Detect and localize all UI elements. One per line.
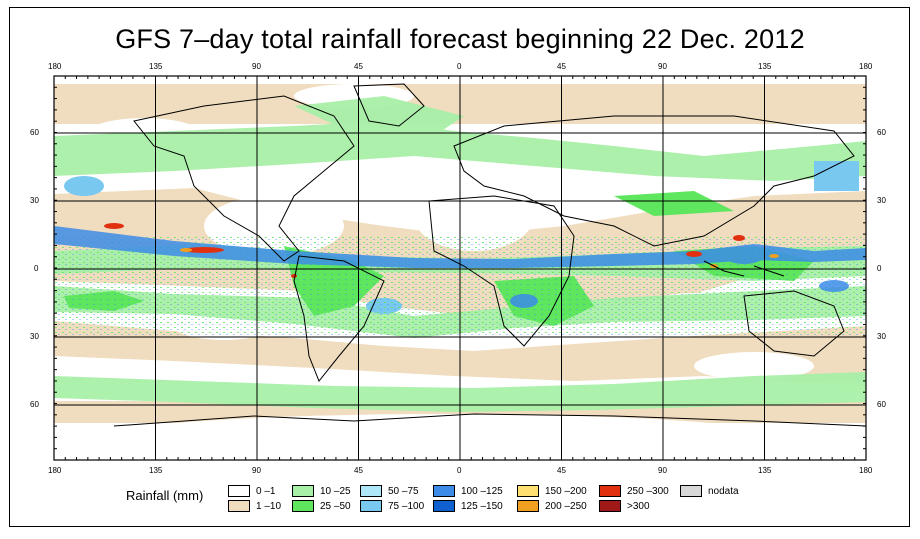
lon-label-top-180e: 180: [859, 62, 873, 71]
minor-ticks: [53, 75, 867, 461]
lat-label-left-60s: 60: [30, 400, 39, 409]
lon-label-top-180w: 180: [48, 62, 62, 71]
lon-label-top-45w: 45: [354, 62, 363, 71]
lon-label-bottom-90e: 90: [658, 466, 667, 475]
legend-item: 125 –150: [433, 499, 503, 513]
legend-label: 100 –125: [461, 485, 503, 497]
lon-label-bottom-180w: 180: [48, 466, 62, 475]
lon-label-bottom-135w: 135: [149, 466, 163, 475]
legend-label: nodata: [708, 485, 739, 497]
coastlines: [113, 83, 867, 427]
legend-label: 1 –10: [256, 500, 282, 512]
legend-label: >300: [627, 500, 650, 512]
legend-label: 125 –150: [461, 500, 503, 512]
legend-label: 10 –25: [320, 485, 351, 497]
lon-label-bottom-45w: 45: [354, 466, 363, 475]
legend-swatch: [517, 500, 539, 512]
lon-label-top-135w: 135: [149, 62, 163, 71]
lat-label-right-30n: 30: [877, 196, 886, 205]
legend-item: 25 –50: [292, 499, 351, 513]
lat-label-right-30s: 30: [877, 332, 886, 341]
lon-label-top-45e: 45: [557, 62, 566, 71]
legend-item: 100 –125: [433, 484, 503, 498]
legend-item: 75 –100: [360, 499, 424, 513]
map-canvas: [53, 75, 867, 461]
legend-label: 150 –200: [545, 485, 587, 497]
lon-label-bottom-0: 0: [457, 466, 462, 475]
lon-label-top-0: 0: [457, 62, 462, 71]
legend-swatch: [599, 500, 621, 512]
lon-label-bottom-90w: 90: [252, 466, 261, 475]
legend-swatch: [228, 485, 250, 497]
legend-label: 200 –250: [545, 500, 587, 512]
lat-label-right-60n: 60: [877, 128, 886, 137]
legend-swatch: [433, 485, 455, 497]
legend-swatch: [680, 485, 702, 497]
legend-swatch: [517, 485, 539, 497]
legend-item: 10 –25: [292, 484, 351, 498]
legend-swatch: [360, 500, 382, 512]
lon-label-bottom-135e: 135: [758, 466, 772, 475]
lon-label-top-90e: 90: [658, 62, 667, 71]
legend-swatch: [433, 500, 455, 512]
lat-label-left-30s: 30: [30, 332, 39, 341]
lat-label-left-60n: 60: [30, 128, 39, 137]
legend-label: 50 –75: [388, 485, 419, 497]
lon-label-bottom-180e: 180: [859, 466, 873, 475]
legend-item: 1 –10: [228, 499, 281, 513]
legend-swatch: [292, 500, 314, 512]
legend-label: 25 –50: [320, 500, 351, 512]
lat-label-left-0: 0: [34, 264, 39, 273]
lon-label-top-135e: 135: [758, 62, 772, 71]
lon-label-bottom-45e: 45: [557, 466, 566, 475]
legend-swatch: [599, 485, 621, 497]
rain-band-150-300: [104, 223, 745, 278]
lat-label-right-60s: 60: [877, 400, 886, 409]
lon-label-top-90w: 90: [252, 62, 261, 71]
figure-frame: [9, 7, 910, 527]
graticule: [54, 76, 866, 460]
legend-item: 50 –75: [360, 484, 419, 498]
lat-label-left-30n: 30: [30, 196, 39, 205]
legend-title: Rainfall (mm): [126, 488, 204, 503]
lat-label-right-0: 0: [877, 264, 882, 273]
legend-item: 0 –1: [228, 484, 275, 498]
map-title: GFS 7–day total rainfall forecast beginn…: [115, 24, 805, 54]
legend-item: 150 –200: [517, 484, 587, 498]
legend-item: nodata: [680, 484, 739, 498]
legend-swatch: [360, 485, 382, 497]
legend-label: 0 –1: [256, 485, 276, 497]
legend-item: >300: [599, 499, 650, 513]
legend-label: 250 –300: [627, 485, 669, 497]
legend-swatch: [292, 485, 314, 497]
legend-swatch: [228, 500, 250, 512]
rainfall-map[interactable]: 180 135 90 45 0 45 90 135 180 180 135 90…: [30, 63, 886, 475]
legend-label: 75 –100: [388, 500, 425, 512]
legend-item: 200 –250: [517, 499, 587, 513]
legend-item: 250 –300: [599, 484, 669, 498]
